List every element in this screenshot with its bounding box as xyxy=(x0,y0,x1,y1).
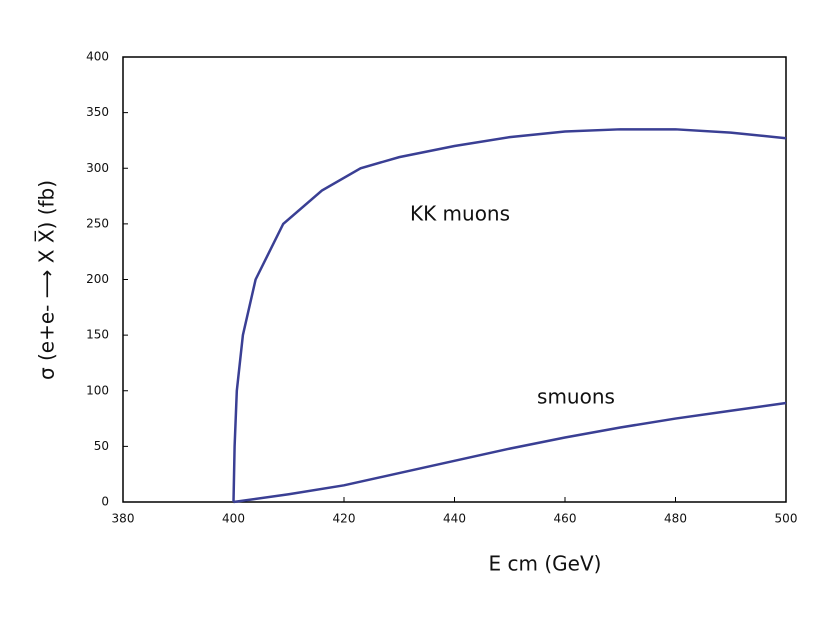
y-tick-label: 300 xyxy=(86,161,109,175)
series-annotation: KK muons xyxy=(410,202,510,226)
x-tick-label: 460 xyxy=(554,512,577,526)
x-tick-label: 480 xyxy=(664,512,687,526)
line xyxy=(233,401,787,504)
y-tick-label: 100 xyxy=(86,383,109,397)
y-tick-label: 150 xyxy=(86,328,109,342)
x-tick-label: 400 xyxy=(222,512,245,526)
x-tick-label: 500 xyxy=(775,512,798,526)
y-tick-label: 200 xyxy=(86,272,109,286)
y-tick-label: 250 xyxy=(86,216,109,230)
line xyxy=(232,128,787,503)
x-tick-label: 420 xyxy=(333,512,356,526)
y-tick-label: 0 xyxy=(101,495,109,509)
y-tick-label: 50 xyxy=(94,439,109,453)
x-tick-label: 440 xyxy=(443,512,466,526)
series-annotation: smuons xyxy=(537,385,615,409)
plot-frame xyxy=(122,56,787,503)
x-axis-label: E cm (GeV) xyxy=(489,552,602,576)
x-tick-label: 380 xyxy=(112,512,135,526)
y-axis-label: σ (e+e- ⟶ X X̅) (fb) xyxy=(34,180,59,380)
y-tick-label: 400 xyxy=(86,50,109,64)
y-tick-label: 350 xyxy=(86,105,109,119)
